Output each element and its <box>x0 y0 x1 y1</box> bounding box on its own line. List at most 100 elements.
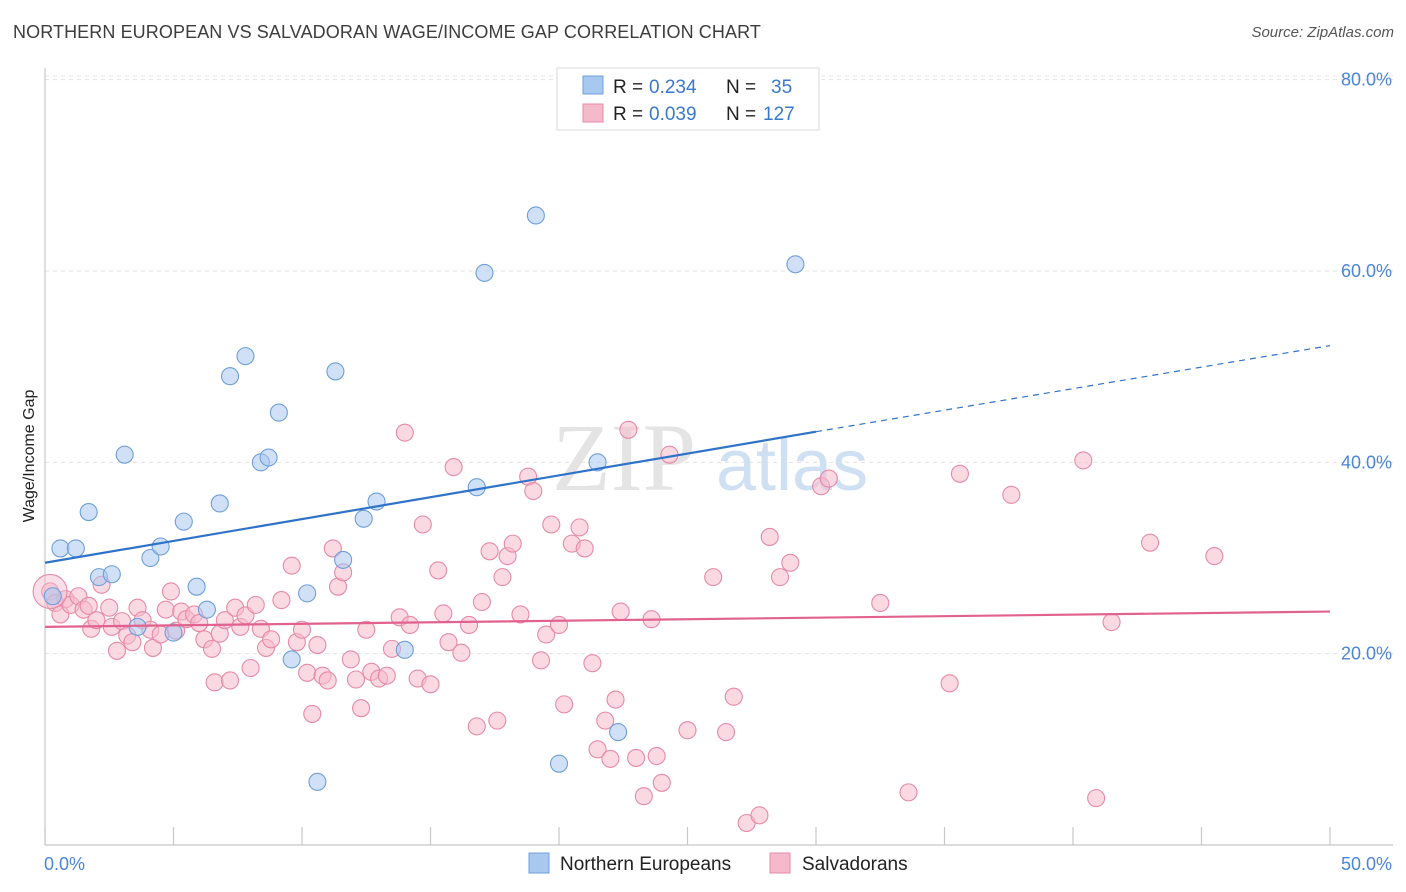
salvadorans-point-11 <box>100 598 119 617</box>
y-tick-labels: 20.0% 40.0% 60.0% 80.0% <box>1341 70 1392 664</box>
source-label: Source: ZipAtlas.com <box>1251 24 1394 41</box>
salvadorans-point-109 <box>724 687 743 706</box>
salvadorans-point-99 <box>619 420 638 439</box>
salvadorans-point-73 <box>452 643 471 662</box>
legend-n-value-1: 35 <box>771 77 792 98</box>
salvadorans-point-55 <box>341 650 360 669</box>
salvadorans-point-98 <box>611 602 630 621</box>
salvadorans-point-70 <box>434 604 453 623</box>
x-tick-label-max: 50.0% <box>1341 854 1392 874</box>
salvadorans-point-43 <box>272 591 291 610</box>
salvadorans-point-103 <box>647 746 666 766</box>
watermark-atlas: atlas <box>716 426 868 506</box>
salvadorans-point-86 <box>537 625 556 644</box>
northern-europeans-point-30 <box>526 206 545 225</box>
salvadorans-point-74 <box>459 615 479 635</box>
salvadorans-point-52 <box>323 539 342 558</box>
northern-europeans-point-24 <box>334 550 353 569</box>
salvadorans-point-31 <box>205 673 224 692</box>
salvadorans-point-76 <box>472 592 491 612</box>
salvadorans-point-84 <box>524 481 543 501</box>
salvadorans-point-100 <box>627 748 646 767</box>
salvadorans-point-30 <box>203 639 222 658</box>
salvadorans-point-117 <box>871 593 890 613</box>
northern-europeans-point-22 <box>308 772 327 791</box>
northern-europeans-point-29 <box>475 263 494 282</box>
salvadorans-point-118 <box>899 783 918 802</box>
salvadorans-point-87 <box>542 515 561 534</box>
salvadorans-point-89 <box>555 695 574 714</box>
northern-europeans-point-9 <box>151 537 170 556</box>
salvadorans-point-61 <box>377 666 396 685</box>
northern-europeans-point-33 <box>609 723 628 742</box>
salvadorans-point-121 <box>1002 485 1021 504</box>
salvadorans-point-9 <box>87 611 106 630</box>
salvadorans-point-56 <box>346 670 366 689</box>
salvadorans-point-64 <box>395 423 414 442</box>
salvadorans-point-49 <box>308 635 327 655</box>
northern-europeans-point-6 <box>115 445 134 464</box>
salvadorans-point-112 <box>760 527 779 546</box>
northern-europeans-point-12 <box>187 577 206 596</box>
salvadorans-point-104 <box>652 773 671 792</box>
salvadorans-point-34 <box>220 671 240 690</box>
legend-r-value-2: 0.039 <box>649 104 697 125</box>
salvadorans-point-38 <box>241 658 260 678</box>
northern-europeans-point-5 <box>102 565 121 584</box>
y-tick-label-80: 80.0% <box>1341 70 1392 90</box>
northern-europeans-point-18 <box>259 448 278 467</box>
chart-title: NORTHERN EUROPEAN VS SALVADORAN WAGE/INC… <box>13 22 761 42</box>
salvadorans-point-71 <box>439 633 458 652</box>
salvadorans-point-126 <box>1205 547 1224 566</box>
salvadorans-point-95 <box>596 711 615 730</box>
northern-europeans-point-25 <box>354 509 373 528</box>
salvadorans-point-39 <box>246 595 265 614</box>
bottom-legend-label-2: Salvadorans <box>802 854 908 875</box>
salvadorans-point-7 <box>79 596 98 615</box>
x-ticks <box>44 827 1331 845</box>
salvadorans-point-96 <box>601 749 620 768</box>
salvadorans-point-122 <box>1074 451 1093 470</box>
salvadorans-point-113 <box>770 568 790 587</box>
salvadorans-point-88 <box>549 615 569 635</box>
salvadorans-point-51 <box>318 671 337 690</box>
salvadorans-trend-line <box>44 610 1331 628</box>
northern-europeans-point-23 <box>326 362 345 381</box>
salvadorans-point-81 <box>503 534 522 553</box>
bottom-legend-label-1: Northern Europeans <box>560 854 731 875</box>
salvadorans-point-107 <box>704 568 723 587</box>
legend-r-label-1: R = <box>613 77 643 98</box>
legend-r-label-2: R = <box>613 104 643 125</box>
salvadorans-point-111 <box>750 806 769 825</box>
legend-r-value-1: 0.234 <box>649 77 697 98</box>
salvadorans-point-123 <box>1087 789 1106 808</box>
northern-europeans-point-34 <box>786 255 805 274</box>
northern-europeans-point-31 <box>549 754 569 773</box>
y-tick-label-60: 60.0% <box>1341 261 1392 281</box>
trend-lines <box>44 345 1331 628</box>
salvadorans-point-120 <box>950 464 969 483</box>
salvadorans-point-119 <box>940 674 959 693</box>
salvadorans-point-13 <box>107 641 127 660</box>
salvadorans-point-94 <box>588 740 607 759</box>
northern-europeans-trend-extension <box>815 345 1331 433</box>
legend-swatch-blue <box>582 75 604 95</box>
y-tick-label-40: 40.0% <box>1341 452 1392 472</box>
salvadorans-point-79 <box>493 568 512 587</box>
northern-europeans-point-8 <box>141 548 160 568</box>
northern-europeans-point-32 <box>588 453 607 472</box>
salvadorans-point-82 <box>511 605 530 624</box>
salvadorans-point-114 <box>781 553 800 572</box>
northern-europeans-trend-line <box>44 430 817 564</box>
northern-europeans-point-3 <box>79 503 98 522</box>
salvadorans-point-44 <box>282 556 301 575</box>
salvadorans-point-58 <box>357 620 376 639</box>
legend-n-label-2: N = <box>726 104 756 125</box>
salvadorans-point-67 <box>413 515 432 534</box>
northern-europeans-point-27 <box>395 640 414 659</box>
northern-europeans-point-2 <box>66 539 85 558</box>
axes <box>44 68 1393 846</box>
legend-n-value-2: 127 <box>763 104 795 125</box>
salvadorans-point-97 <box>606 690 625 709</box>
